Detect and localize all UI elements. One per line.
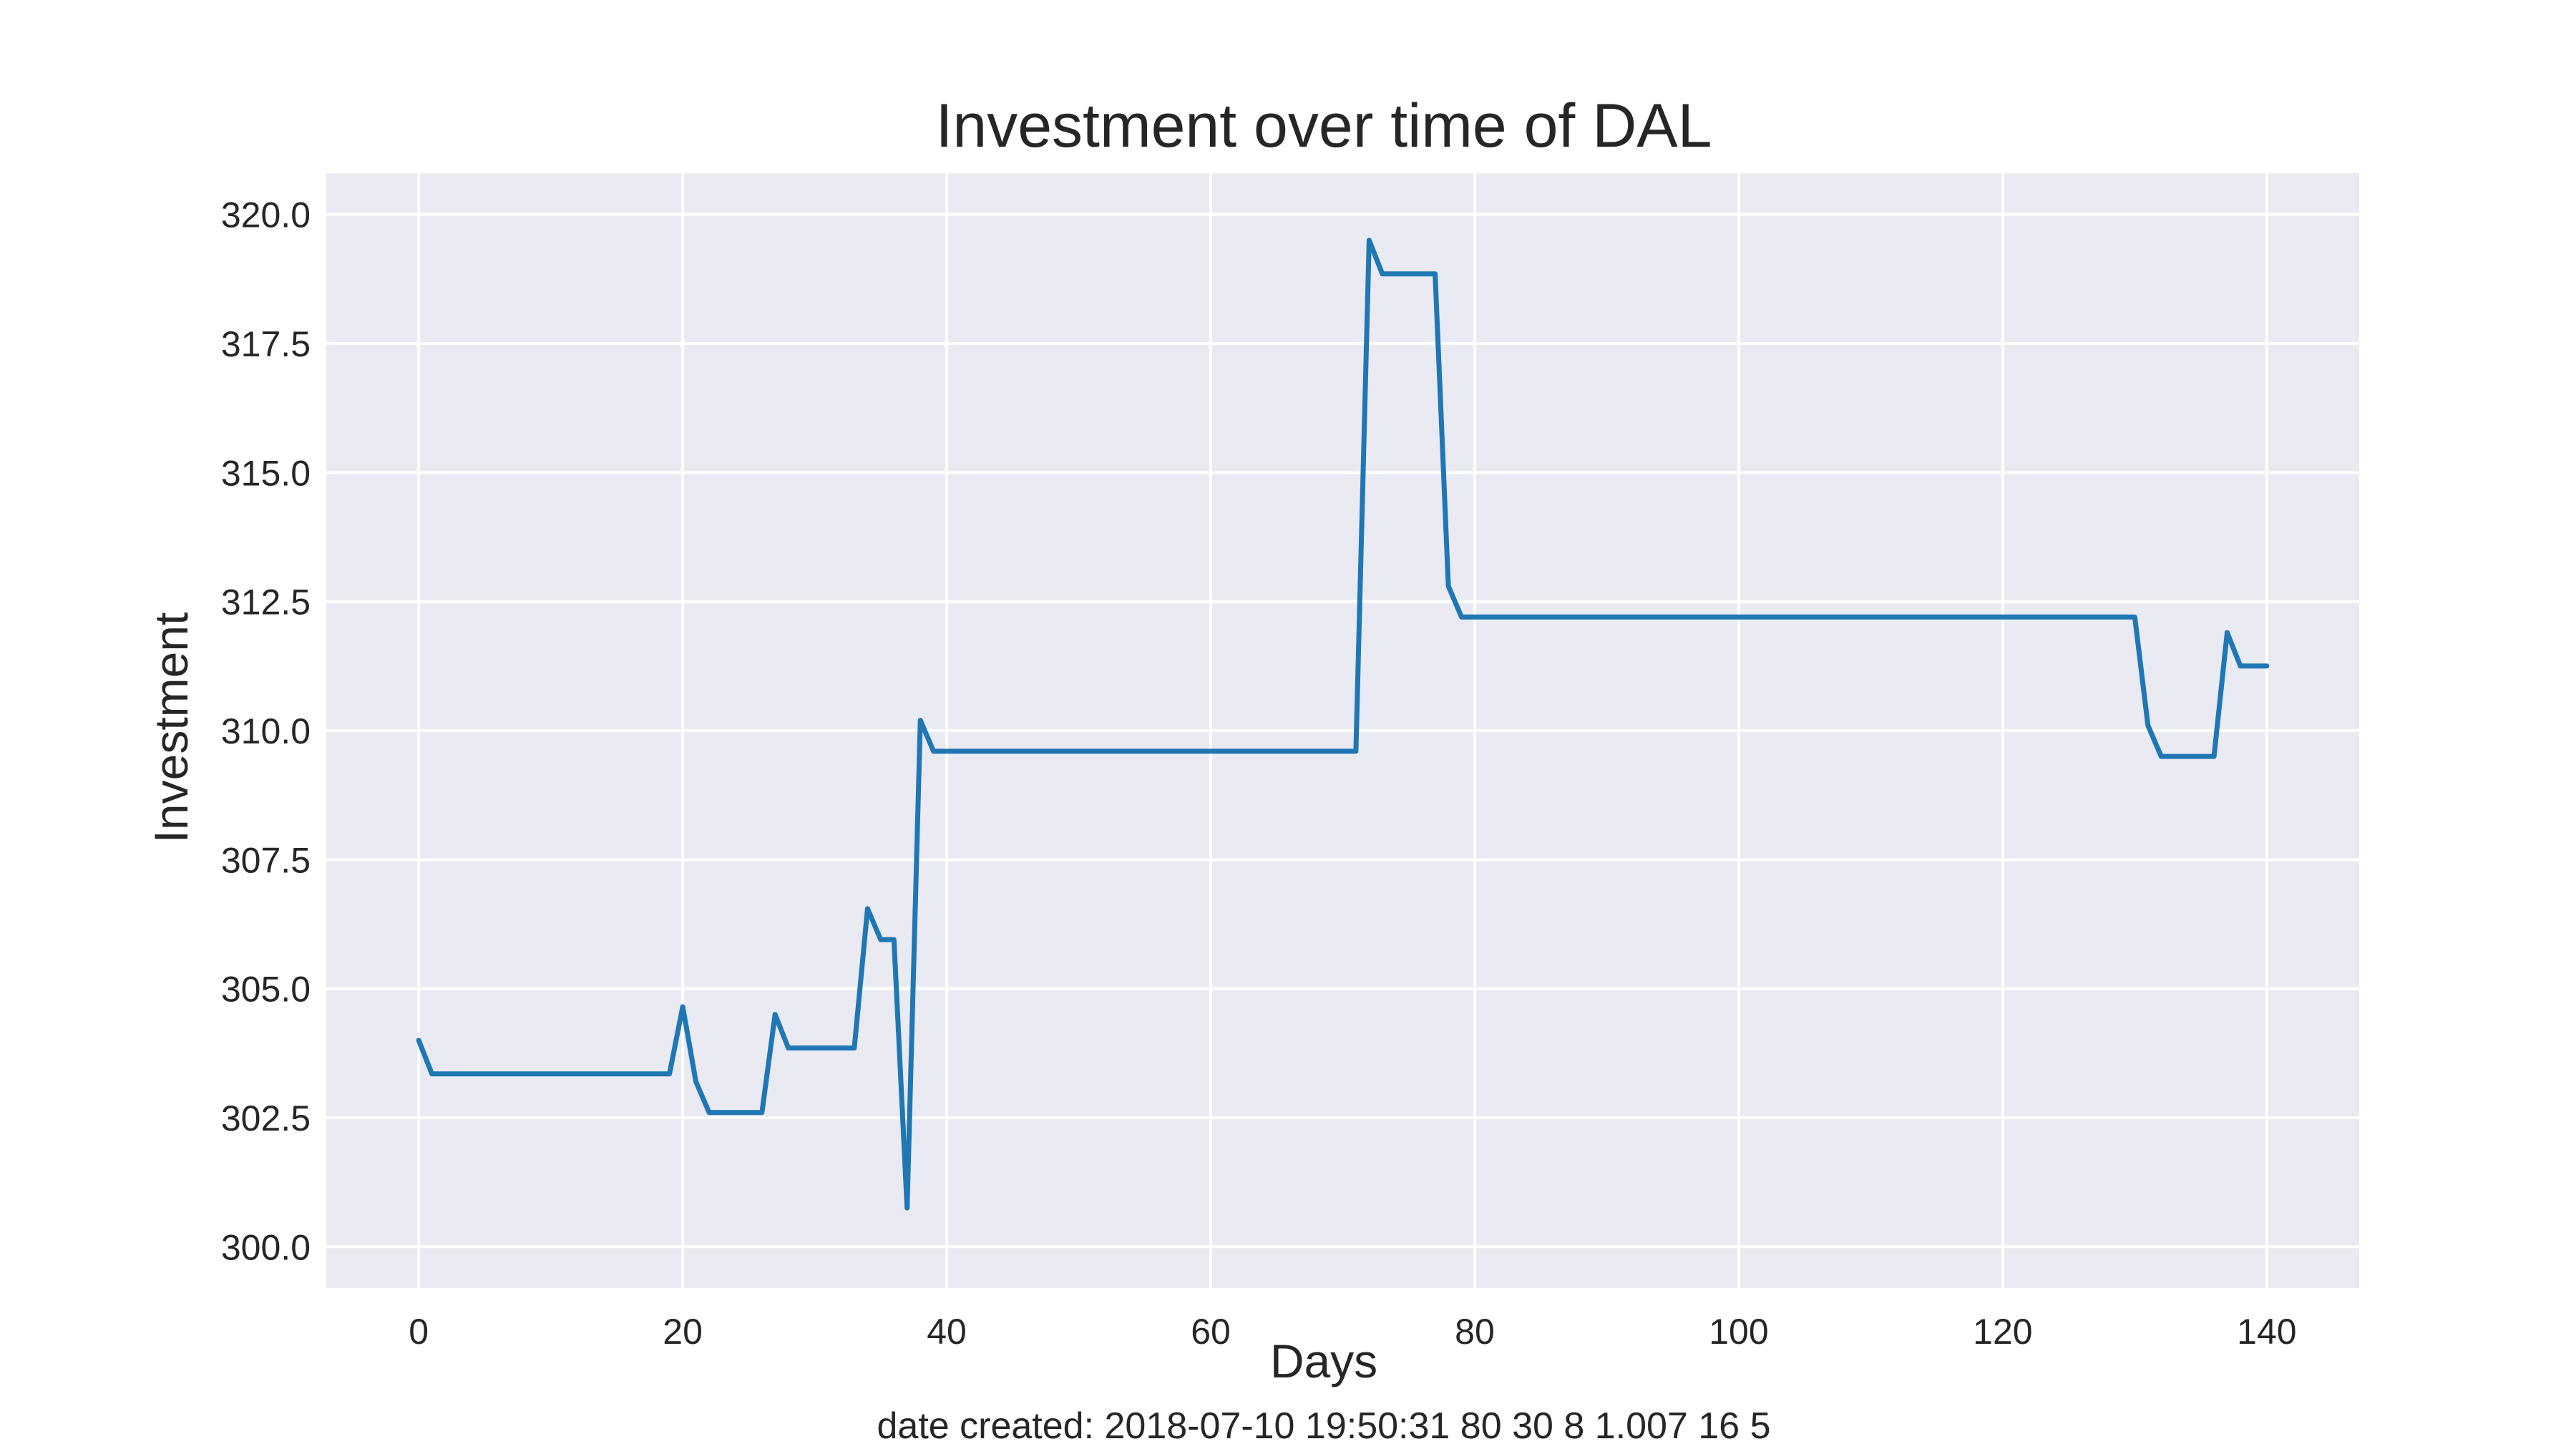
y-tick-label: 315.0: [221, 453, 311, 493]
y-tick-label: 305.0: [221, 970, 311, 1010]
y-tick-label: 307.5: [221, 840, 311, 880]
x-tick-label: 20: [663, 1312, 703, 1352]
y-axis-ticks: 300.0 302.5 305.0 307.5 310.0 312.5 315.0 317.5…: [221, 195, 311, 1268]
x-tick-label: 0: [409, 1312, 429, 1352]
footnote: date created: 2018-07-10 19:50:31 80 30 …: [877, 1405, 1770, 1447]
y-tick-label: 320.0: [221, 195, 311, 235]
x-tick-label: 140: [2237, 1312, 2296, 1352]
x-axis-label: Days: [1270, 1335, 1377, 1387]
series-layer: [416, 238, 2270, 1211]
y-axis-label: Investment: [145, 613, 197, 844]
y-tick-label: 300.0: [221, 1227, 311, 1267]
x-tick-label: 40: [927, 1312, 967, 1352]
grid-lines: [326, 173, 2359, 1288]
y-tick-label: 302.5: [221, 1098, 311, 1138]
y-tick-label: 317.5: [221, 324, 311, 364]
y-tick-label: 312.5: [221, 582, 311, 623]
x-tick-label: 80: [1455, 1312, 1495, 1352]
x-axis-ticks: 0 20 40 60 80 100 120 140: [409, 1312, 2296, 1352]
x-tick-label: 120: [1973, 1312, 2032, 1352]
series-line: [416, 238, 2270, 1211]
x-tick-label: 100: [1709, 1312, 1768, 1352]
x-tick-label: 60: [1191, 1312, 1231, 1352]
y-tick-label: 310.0: [221, 711, 311, 751]
chart-title: Investment over time of DAL: [936, 92, 1712, 160]
